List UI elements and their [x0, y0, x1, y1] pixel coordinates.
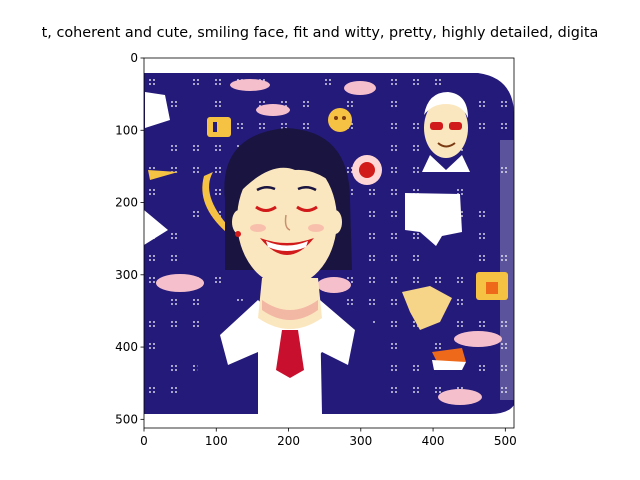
x-tick-label: 200	[277, 434, 300, 448]
x-tick-label: 400	[422, 434, 445, 448]
y-axis-ticks: 0 100 200 300 400 500	[115, 51, 144, 426]
man-portrait	[420, 92, 470, 180]
x-tick-label: 300	[349, 434, 372, 448]
x-tick-label: 0	[140, 434, 148, 448]
plot-image	[144, 58, 514, 428]
x-tick-label: 100	[205, 434, 228, 448]
woman-figure	[195, 128, 380, 414]
axes-frame	[143, 57, 515, 429]
y-tick-label: 0	[130, 51, 138, 65]
cloud-shapes	[156, 79, 502, 405]
y-tick-label: 200	[115, 196, 138, 210]
y-tick-label: 500	[115, 412, 138, 426]
y-tick-label: 100	[115, 123, 138, 137]
x-tick-label: 500	[494, 434, 517, 448]
figure-title: t, coherent and cute, smiling face, fit …	[41, 25, 599, 41]
y-tick-label: 400	[115, 340, 138, 354]
y-tick-label: 300	[115, 268, 138, 282]
x-axis-ticks: 0 100 200 300 400 500	[140, 428, 517, 448]
